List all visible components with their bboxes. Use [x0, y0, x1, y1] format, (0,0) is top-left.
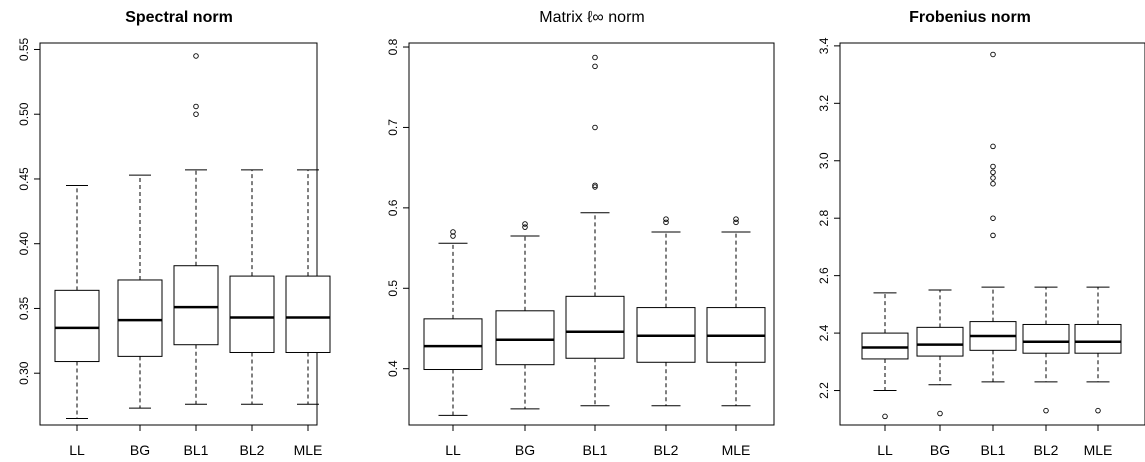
outlier-point	[663, 216, 669, 222]
outlier-point	[450, 229, 456, 235]
outlier-point	[522, 221, 528, 227]
outlier-point	[990, 169, 996, 175]
box-LL	[861, 292, 909, 420]
y-tick-label: 0.40	[17, 232, 31, 256]
x-tick-label-BL1: BL1	[184, 442, 209, 458]
x-tick-label-MLE: MLE	[1084, 442, 1113, 458]
y-tick-label: 0.35	[17, 296, 31, 320]
y-tick-label: 0.8	[386, 38, 400, 55]
box-LL	[423, 229, 483, 416]
box-MLE	[706, 216, 766, 407]
y-tick-label: 0.55	[17, 37, 31, 61]
outlier-point	[592, 63, 598, 70]
box-BL2	[1022, 286, 1070, 414]
outlier-point	[1095, 407, 1101, 414]
plot-frame	[39, 42, 318, 426]
outlier-point	[990, 143, 996, 150]
panel-title-spectral-norm: Spectral norm	[125, 9, 233, 26]
x-tick-label-LL: LL	[877, 442, 893, 458]
x-tick-label-BL2: BL2	[240, 442, 265, 458]
y-tick-label: 2.2	[817, 382, 831, 399]
outlier-point	[663, 219, 669, 226]
box-BL2	[636, 216, 696, 407]
iqr-box	[173, 265, 219, 346]
box-BL1	[969, 51, 1017, 383]
y-tick-label: 2.4	[817, 324, 831, 341]
box-BL1	[173, 53, 219, 405]
x-tick-label-BL1: BL1	[981, 442, 1006, 458]
iqr-box	[495, 310, 555, 366]
outlier-point	[193, 111, 199, 117]
boxplot-panel-1: 0.30 0.35 0.40 0.45 0.50 0.55 LL BG BL1 BL2 MLE	[17, 37, 331, 458]
outlier-point	[450, 233, 456, 239]
panel-title-frobenius-norm: Frobenius norm	[909, 9, 1031, 26]
outlier-point	[592, 54, 598, 61]
x-tick-label-BG: BG	[130, 442, 150, 458]
outlier-point	[937, 410, 943, 417]
x-tick-label-MLE: MLE	[294, 442, 323, 458]
outlier-point	[522, 224, 528, 230]
iqr-box	[54, 289, 100, 363]
iqr-box	[285, 275, 331, 353]
iqr-box	[565, 295, 625, 359]
outlier-point	[990, 163, 996, 170]
y-tick-label: 0.30	[17, 361, 31, 385]
iqr-box	[229, 275, 275, 353]
outlier-point	[990, 51, 996, 58]
outlier-point	[592, 182, 598, 189]
plot-frame	[408, 42, 775, 426]
outlier-point	[990, 232, 996, 239]
outlier-point	[990, 175, 996, 181]
iqr-box	[423, 318, 483, 371]
outlier-point	[733, 219, 739, 226]
y-tick-label: 0.4	[386, 360, 400, 377]
y-tick-label: 0.6	[386, 199, 400, 216]
outlier-point	[193, 103, 199, 110]
x-tick-label-LL: LL	[69, 442, 85, 458]
x-tick-label-LL: LL	[445, 442, 461, 458]
box-BG	[916, 289, 964, 417]
box-MLE	[1074, 286, 1122, 414]
y-tick-label: 3.2	[817, 95, 831, 112]
iqr-box	[117, 279, 163, 357]
y-tick-label: 0.5	[386, 280, 400, 297]
box-BL2	[229, 169, 275, 405]
outlier-point	[990, 215, 996, 221]
iqr-box	[861, 332, 909, 360]
y-tick-label: 2.8	[817, 210, 831, 227]
x-tick-label-BG: BG	[515, 442, 535, 458]
y-tick-label: 0.45	[17, 167, 31, 191]
outlier-point	[990, 180, 996, 187]
y-tick-label: 3.0	[817, 152, 831, 169]
iqr-box	[916, 326, 964, 357]
x-tick-label-BG: BG	[930, 442, 950, 458]
panel-title-matrix-linf-norm: Matrix ℓ∞ norm	[539, 9, 644, 26]
box-BG	[117, 174, 163, 409]
box-BG	[495, 221, 555, 410]
boxplot-panel-3: 2.2 2.4 2.6 2.8 3.0 3.2 3.4 LL BG BL1 BL2 MLE	[817, 37, 1145, 458]
outlier-point	[592, 184, 598, 190]
iqr-box	[1074, 323, 1122, 354]
x-tick-label-MLE: MLE	[722, 442, 751, 458]
box-MLE	[285, 169, 331, 405]
box-BL1	[565, 54, 625, 407]
x-tick-label-BL2: BL2	[654, 442, 679, 458]
box-LL	[54, 184, 100, 420]
y-tick-label: 2.6	[817, 267, 831, 284]
boxplot-panel-2: 0.4 0.5 0.6 0.7 0.8 LL BG BL1 BL2 MLE	[386, 38, 775, 458]
y-tick-label: 0.7	[386, 119, 400, 136]
y-tick-label: 0.50	[17, 102, 31, 126]
x-tick-label-BL2: BL2	[1034, 442, 1059, 458]
outlier-point	[592, 124, 598, 131]
outlier-point	[733, 216, 739, 222]
outlier-point	[882, 413, 888, 420]
x-tick-label-BL1: BL1	[583, 442, 608, 458]
y-tick-label: 3.4	[817, 37, 831, 54]
outlier-point	[193, 53, 199, 59]
iqr-box	[1022, 323, 1070, 354]
outlier-point	[1043, 407, 1049, 414]
